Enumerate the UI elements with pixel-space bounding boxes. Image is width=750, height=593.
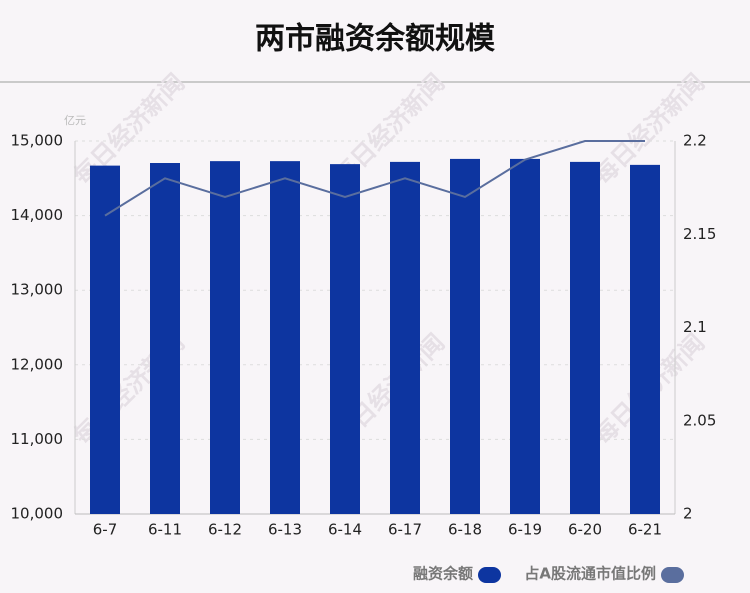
bar (510, 158, 540, 515)
line (104, 140, 645, 217)
bar (390, 161, 420, 514)
bar (330, 164, 360, 514)
x-tick-label: 6-18 (448, 521, 482, 539)
legend-label: 占A股流通市值比例 (524, 565, 656, 583)
y2-tick-label: 2.15 (683, 225, 716, 243)
x-tick-label: 6-7 (93, 521, 118, 539)
y2-tick-label: 2 (683, 505, 693, 523)
bar (210, 161, 240, 514)
x-tick-label: 6-14 (328, 521, 362, 539)
y2-tick-label: 2.2 (683, 132, 707, 150)
bar (150, 163, 180, 514)
y-tick-label: 15,000 (11, 132, 64, 150)
y2-tick-label: 2.1 (683, 318, 707, 336)
legend-swatch (661, 567, 684, 583)
x-tick-label: 6-20 (568, 521, 602, 539)
y-tick-label: 10,000 (11, 505, 64, 523)
x-tick-label: 6-17 (388, 521, 422, 539)
x-tick-label: 6-21 (628, 521, 662, 539)
chart-title: 两市融资余额规模 (255, 22, 495, 57)
legend-label: 融资余额 (413, 565, 473, 583)
x-tick-label: 6-13 (268, 521, 302, 539)
y-tick-label: 12,000 (11, 355, 64, 373)
bar (90, 165, 120, 515)
legend-swatch (478, 567, 501, 583)
bar (450, 158, 480, 515)
y-tick-label: 11,000 (11, 430, 64, 448)
bar (630, 164, 660, 514)
x-tick-label: 6-11 (148, 521, 182, 539)
x-tick-label: 6-19 (508, 521, 542, 539)
y2-tick-label: 2.05 (683, 411, 716, 429)
x-tick-label: 6-12 (208, 521, 242, 539)
y-tick-label: 13,000 (11, 281, 64, 299)
y-unit: 亿元 (64, 114, 86, 127)
y-tick-label: 14,000 (11, 206, 64, 224)
bar (570, 161, 600, 514)
bar (270, 161, 300, 514)
